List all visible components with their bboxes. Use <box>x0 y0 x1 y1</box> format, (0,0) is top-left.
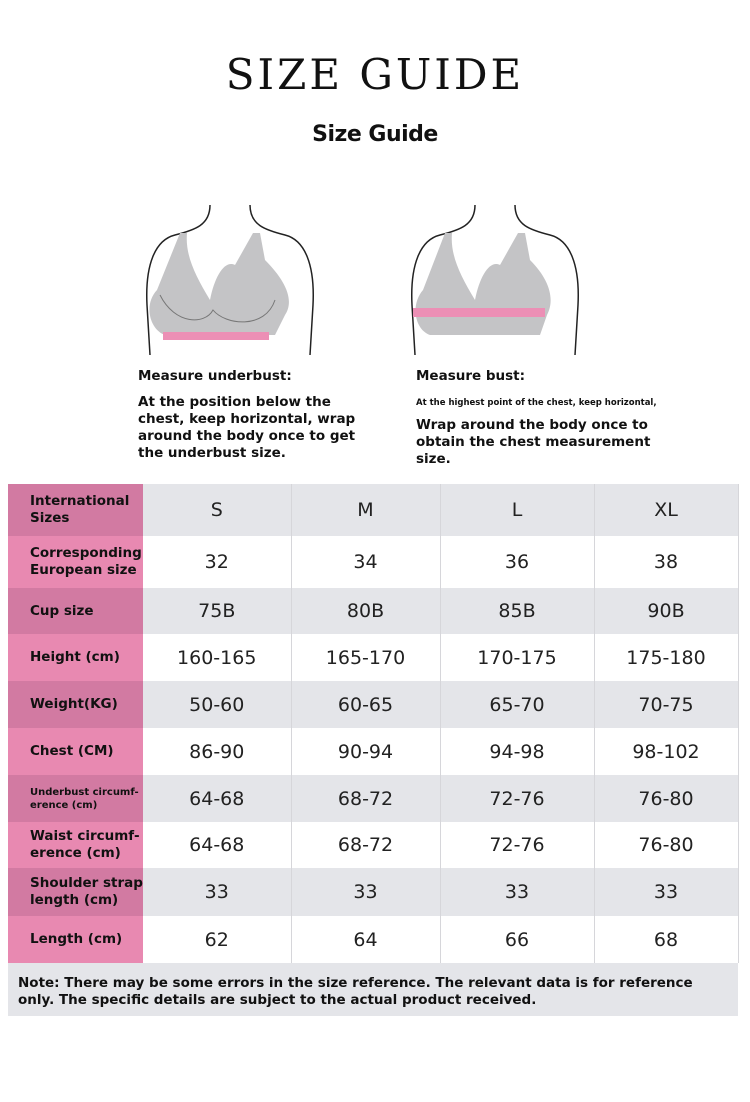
table-cell: 90-94 <box>291 728 441 775</box>
row-label: International Sizes <box>8 484 143 536</box>
table-cell: 170-175 <box>440 634 595 681</box>
table-cell: 33 <box>440 868 595 916</box>
table-cell: 98-102 <box>594 728 739 775</box>
table-row: Height (cm) 160-165 165-170 170-175 175-180 <box>8 634 739 681</box>
table-cell: 65-70 <box>440 681 595 728</box>
table-cell: 80B <box>291 588 441 634</box>
row-label: Chest (CM) <box>8 728 143 775</box>
table-cell: 50-60 <box>143 681 292 728</box>
row-label: Shoulder strap length (cm) <box>8 868 143 916</box>
table-cell: 60-65 <box>291 681 441 728</box>
table-cell: 64 <box>291 916 441 963</box>
table-cell: 86-90 <box>143 728 292 775</box>
page-title: SIZE GUIDE <box>225 50 525 99</box>
table-cell: 90B <box>594 588 739 634</box>
table-row: Weight(KG) 50-60 60-65 65-70 70-75 <box>8 681 739 728</box>
table-cell: M <box>291 484 441 536</box>
table-cell: 64-68 <box>143 775 292 822</box>
table-row: International Sizes S M L XL <box>8 484 739 536</box>
underbust-heading: Measure underbust: <box>138 368 292 384</box>
bust-small-text: At the highest point of the chest, keep … <box>416 398 657 408</box>
table-cell: S <box>143 484 292 536</box>
table-row: Chest (CM) 86-90 90-94 94-98 98-102 <box>8 728 739 775</box>
table-row: Shoulder strap length (cm) 33 33 33 33 <box>8 868 739 916</box>
table-row: Waist circumf-erence (cm) 64-68 68-72 72-76… <box>8 822 739 868</box>
table-cell: 76-80 <box>594 775 739 822</box>
table-cell: 34 <box>291 536 441 588</box>
table-cell: L <box>440 484 595 536</box>
row-label: Length (cm) <box>8 916 143 963</box>
table-cell: 85B <box>440 588 595 634</box>
bust-heading: Measure bust: <box>416 368 526 384</box>
bust-text: Wrap around the body once to obtain the … <box>416 417 651 467</box>
row-label: Waist circumf-erence (cm) <box>8 822 143 868</box>
table-cell: 33 <box>594 868 739 916</box>
table-cell: 75B <box>143 588 292 634</box>
table-cell: 72-76 <box>440 822 595 868</box>
table-cell: XL <box>594 484 739 536</box>
table-cell: 38 <box>594 536 739 588</box>
table-cell: 160-165 <box>143 634 292 681</box>
row-label: Underbust circumf-erence (cm) <box>8 775 143 822</box>
table-cell: 68 <box>594 916 739 963</box>
table-cell: 62 <box>143 916 292 963</box>
bust-illustration <box>411 205 579 356</box>
table-cell: 32 <box>143 536 292 588</box>
table-cell: 66 <box>440 916 595 963</box>
table-cell: 70-75 <box>594 681 739 728</box>
page-subtitle: Size Guide <box>312 122 438 147</box>
table-cell: 64-68 <box>143 822 292 868</box>
table-cell: 72-76 <box>440 775 595 822</box>
table-cell: 33 <box>291 868 441 916</box>
underbust-text: At the position below the chest, keep ho… <box>138 394 356 461</box>
table-cell: 33 <box>143 868 292 916</box>
table-row: Corresponding European size 32 34 36 38 <box>8 536 739 588</box>
table-row: Underbust circumf-erence (cm) 64-68 68-72 7… <box>8 775 739 822</box>
row-label: Weight(KG) <box>8 681 143 728</box>
table-cell: 76-80 <box>594 822 739 868</box>
table-cell: 175-180 <box>594 634 739 681</box>
table-cell: 165-170 <box>291 634 441 681</box>
size-table: International Sizes S M L XL Corresponding Eu… <box>8 484 739 963</box>
underbust-illustration <box>146 205 314 356</box>
row-label: Height (cm) <box>8 634 143 681</box>
table-cell: 68-72 <box>291 775 441 822</box>
size-note: Note: There may be some errors in the si… <box>8 963 738 1016</box>
table-cell: 36 <box>440 536 595 588</box>
row-label: Cup size <box>8 588 143 634</box>
table-cell: 94-98 <box>440 728 595 775</box>
table-row: Length (cm) 62 64 66 68 <box>8 916 739 963</box>
table-row: Cup size 75B 80B 85B 90B <box>8 588 739 634</box>
row-label: Corresponding European size <box>8 536 143 588</box>
table-cell: 68-72 <box>291 822 441 868</box>
